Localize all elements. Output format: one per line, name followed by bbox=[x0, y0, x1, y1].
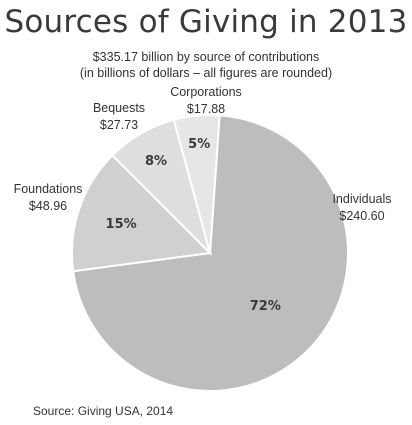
label-corporations: Corporations $17.88 bbox=[160, 84, 252, 118]
pie-percent-label-corporations: 5% bbox=[188, 137, 210, 152]
label-foundations: Foundations $48.96 bbox=[4, 181, 92, 215]
label-bequests-name: Bequests bbox=[92, 101, 146, 115]
label-bequests-value: $27.73 bbox=[99, 118, 139, 132]
pie-percent-label-foundations: 15% bbox=[106, 217, 137, 232]
label-individuals: Individuals $240.60 bbox=[322, 191, 402, 225]
label-corporations-value: $17.88 bbox=[186, 102, 226, 116]
chart-subtitle-line-2: (in billions of dollars – all figures ar… bbox=[79, 66, 333, 80]
label-corporations-name: Corporations bbox=[170, 85, 242, 99]
label-foundations-value: $48.96 bbox=[28, 199, 68, 213]
label-bequests: Bequests $27.73 bbox=[84, 100, 154, 134]
chart-source: Source: Giving USA, 2014 bbox=[33, 404, 174, 418]
chart-subtitle-line-1: $335.17 billion by source of contributio… bbox=[92, 50, 320, 64]
chart-title: Sources of Giving in 2013 bbox=[4, 4, 408, 40]
pie-slice-corporations bbox=[172, 114, 221, 254]
pie-slice-foundations bbox=[71, 153, 213, 273]
pie-percent-label-bequests: 8% bbox=[145, 154, 167, 169]
label-individuals-name: Individuals bbox=[332, 192, 392, 206]
label-individuals-value: $240.60 bbox=[339, 209, 385, 223]
pie-percent-label-individuals: 72% bbox=[250, 299, 281, 314]
label-foundations-name: Foundations bbox=[13, 182, 83, 196]
